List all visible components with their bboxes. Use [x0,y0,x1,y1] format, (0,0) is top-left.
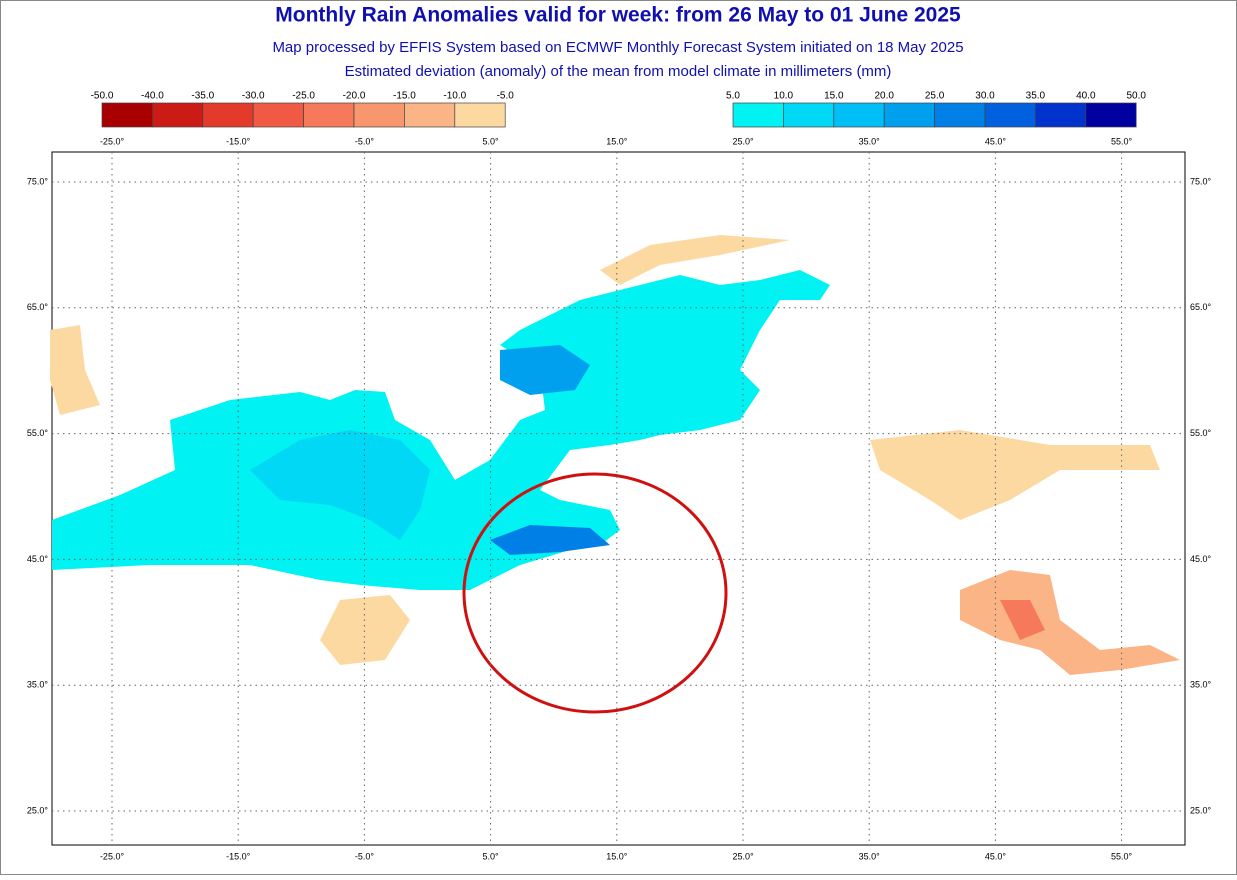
anomaly-wet [490,525,610,555]
legend-label: 5.0 [726,91,740,102]
legend-swatch [883,102,935,128]
subtitle: Map processed by EFFIS System based on E… [272,39,963,56]
legend-swatch [303,102,355,128]
legend-label: 30.0 [975,91,995,102]
legend-swatch [252,102,304,128]
legend-swatch [1035,102,1087,128]
legend-label: 10.0 [774,91,794,102]
legend-label: -20.0 [343,91,366,102]
lat-label: 25.0° [27,805,49,815]
lon-label: 35.0° [859,136,881,146]
anomaly-dry [50,325,100,415]
legend-label: 20.0 [874,91,894,102]
legend-swatch [353,102,405,128]
legend-label: -10.0 [443,91,466,102]
legend-label: -25.0 [292,91,315,102]
legend-label: 50.0 [1126,91,1146,102]
legend-label: -40.0 [141,91,164,102]
highlight-circle [462,472,728,714]
lat-label: 25.0° [1190,805,1212,815]
lat-label: 65.0° [1190,302,1212,312]
anomaly-wet [52,270,830,590]
lat-label: 55.0° [27,428,49,438]
legend-swatch [101,102,153,128]
legend-swatch [732,102,784,128]
lon-label: -5.0° [355,851,375,861]
lat-label: 35.0° [1190,680,1212,690]
lat-label: 45.0° [27,554,49,564]
anomaly-wet [250,430,430,540]
map [50,151,1186,846]
lat-label: 45.0° [1190,554,1212,564]
legend-swatch [934,102,986,128]
legend-swatch [404,102,456,128]
legend-label: 40.0 [1076,91,1096,102]
anomaly-dry [600,235,790,285]
subtitle: Estimated deviation (anomaly) of the mea… [345,63,892,80]
legend-label: -50.0 [91,91,114,102]
anomaly-dry [320,595,410,665]
lon-label: 5.0° [483,851,500,861]
anomaly-dry [1000,600,1045,640]
legend-swatch [152,102,204,128]
lon-label: 25.0° [732,136,754,146]
legend-swatch [984,102,1036,128]
lat-label: 55.0° [1190,428,1212,438]
lat-label: 35.0° [27,680,49,690]
legend-label: -15.0 [393,91,416,102]
legend-swatch [1085,102,1137,128]
lon-label: 45.0° [985,136,1007,146]
lon-label: 15.0° [606,851,628,861]
title: Monthly Rain Anomalies valid for week: f… [275,4,961,27]
lat-label: 75.0° [1190,176,1212,186]
legend-label: -35.0 [191,91,214,102]
lon-label: 55.0° [1111,851,1133,861]
lon-label: -15.0° [226,851,251,861]
anomaly-dry [960,570,1180,675]
legend-swatch [833,102,885,128]
lon-label: -15.0° [226,136,251,146]
lat-label: 75.0° [27,176,49,186]
lon-label: 55.0° [1111,136,1133,146]
lon-label: 5.0° [483,136,500,146]
lon-label: 25.0° [732,851,754,861]
lon-label: 15.0° [606,136,628,146]
legend-swatch [454,102,506,128]
lon-label: -5.0° [355,136,375,146]
lon-label: 35.0° [859,851,881,861]
legend-label: -5.0 [497,91,515,102]
lat-label: 65.0° [27,302,49,312]
legend-swatch [202,102,254,128]
lon-label: -25.0° [100,136,125,146]
lon-label: -25.0° [100,851,125,861]
lon-label: 45.0° [985,851,1007,861]
legend-label: 35.0 [1026,91,1046,102]
legend-swatch [783,102,835,128]
legend-label: 25.0 [925,91,945,102]
anomaly-wet [500,345,590,395]
legend-label: 15.0 [824,91,844,102]
legend-label: -30.0 [242,91,265,102]
anomaly-dry [870,430,1160,520]
